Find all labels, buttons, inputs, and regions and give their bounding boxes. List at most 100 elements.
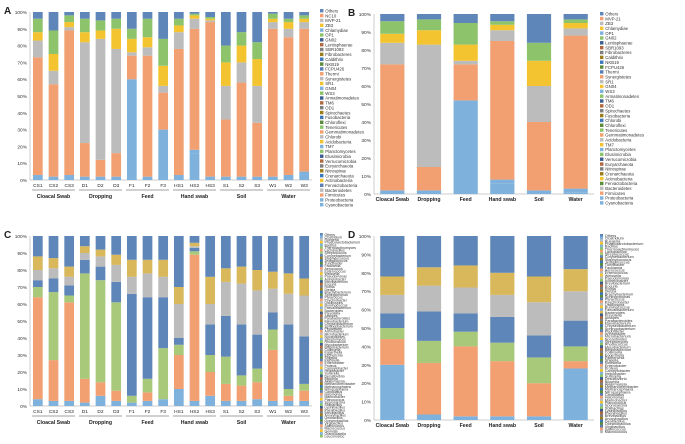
- legend-label: Helicobacter: [325, 369, 345, 373]
- legend-label: Phascolarctobacterium: [325, 241, 361, 245]
- legend-swatch: [320, 314, 323, 318]
- legend-swatch: [320, 76, 324, 81]
- x-tick-label: HS2: [190, 409, 200, 415]
- legend-swatch: [600, 308, 604, 312]
- y-tick-label: 70%: [361, 66, 371, 72]
- legend-label: Acinetobacter: [325, 277, 347, 281]
- bar-segment-lactobacillus: [416, 362, 442, 415]
- legend-label: Brevibacterium: [325, 280, 348, 284]
- bar-segment-bacteroides: [142, 259, 153, 274]
- legend-label: Staphylococcus: [325, 256, 350, 260]
- legend-label: Ruminococcus: [605, 306, 630, 310]
- legend-swatch: [600, 273, 604, 277]
- bar-segment-clostridium: [205, 395, 216, 406]
- bar-segment-clostridium: [236, 400, 247, 406]
- legend-swatch: [320, 277, 323, 281]
- legend-label: Pedobacter: [605, 329, 625, 333]
- legend-label: Desulfovibrio: [325, 374, 345, 378]
- bar-segment-bacteroides: [220, 268, 231, 282]
- legend-label: Chlamydiae: [325, 28, 348, 33]
- legend-label: OD1: [325, 105, 334, 110]
- legend-label: Crenarchaeota: [325, 173, 354, 178]
- x-tick-label: CS2: [49, 183, 59, 189]
- legend-label: Candidatus: [605, 393, 624, 397]
- bar-segment-pseudomonas: [126, 276, 137, 294]
- bar-segment-bacteroidetes: [380, 42, 405, 65]
- x-tick-label: S2: [239, 409, 245, 415]
- legend-swatch: [600, 113, 604, 118]
- bar-segment-proteobacteria: [173, 174, 184, 180]
- legend-swatch: [600, 75, 604, 79]
- bar-segment-bacteroides: [205, 276, 216, 304]
- bar-segment-others: [526, 236, 552, 277]
- legend-swatch: [320, 261, 323, 265]
- bar-segment-others: [205, 236, 216, 277]
- bar-segment-clostridium: [64, 400, 75, 406]
- legend-swatch: [320, 243, 323, 247]
- legend-label: Geobacillus: [605, 420, 625, 424]
- bar-segment-pseudomonas: [142, 273, 153, 298]
- legend-label: Paracoccus: [605, 298, 625, 302]
- bar-segment-lactobacillus: [252, 382, 263, 400]
- legend-label: MVP-21: [605, 16, 621, 21]
- bar-segment-tenericutes: [189, 13, 200, 16]
- y-tick-label: 100%: [359, 234, 372, 240]
- legend-swatch: [600, 152, 604, 157]
- y-tick-label: 50%: [361, 326, 371, 332]
- bar-segment-pseudomonas: [220, 281, 231, 316]
- legend-swatch: [600, 133, 604, 137]
- legend-label: Lentisphaerae: [325, 42, 353, 47]
- bar-segment-streptococcus: [490, 342, 515, 362]
- bar-segment-bacteroides: [416, 267, 442, 286]
- bar-segment-streptococcus: [64, 295, 75, 303]
- legend-swatch: [600, 167, 604, 171]
- legend-swatch: [600, 79, 604, 84]
- legend-swatch: [320, 9, 324, 13]
- bar-segment-tenericutes: [490, 21, 515, 25]
- bar-segment-bacteroidetes: [95, 38, 106, 160]
- bar-segment-firmicutes: [490, 41, 515, 180]
- y-tick-label: 10%: [361, 174, 371, 180]
- bar-segment-proteobacteria: [79, 176, 90, 180]
- legend-swatch: [600, 302, 604, 306]
- legend-label: Dietzia: [325, 288, 336, 292]
- legend-swatch: [600, 321, 604, 325]
- legend-label: Spirochaetes: [325, 110, 350, 115]
- legend-label: Bacteroidetes: [325, 188, 351, 193]
- bar-segment-bacteroidetes: [220, 85, 231, 120]
- bar-segment-clostridium: [299, 400, 310, 406]
- bar-segment-others: [142, 236, 153, 260]
- x-tick-label: W2: [285, 183, 293, 189]
- legend-label: FCPU426: [605, 65, 624, 70]
- legend-swatch: [600, 263, 604, 267]
- legend-swatch: [320, 361, 323, 365]
- legend-swatch: [320, 308, 323, 312]
- bar-segment-firmicutes: [32, 57, 43, 175]
- y-tick-label: 60%: [361, 308, 371, 314]
- bar-segment-corynebacterium: [64, 285, 75, 296]
- legend-swatch: [320, 72, 324, 76]
- bar-segment-proteobacteria: [64, 174, 75, 180]
- bar-segment-clostridium: [142, 400, 153, 406]
- legend-label: Anoxybacillus: [605, 417, 628, 421]
- group-label: Feed: [141, 194, 153, 200]
- legend-label: Paenibacillus: [325, 408, 346, 412]
- legend-swatch: [320, 322, 323, 325]
- legend-label: OD1: [605, 104, 614, 109]
- legend-swatch: [320, 319, 323, 323]
- bar-segment-actinobacteria: [32, 32, 43, 41]
- bar-segment-pseudomonas: [48, 268, 59, 279]
- legend-label: Armatimonadetes: [605, 94, 639, 99]
- legend-label: Bacteroides: [325, 309, 344, 313]
- legend-swatch: [600, 385, 604, 389]
- legend-label: Corynebacterium: [605, 255, 634, 259]
- legend-swatch: [600, 419, 604, 423]
- legend-label: Brachybacterium: [605, 292, 634, 296]
- legend-label: Akkermansia: [605, 382, 628, 386]
- bar-segment-lactobacillus: [111, 390, 122, 401]
- legend-swatch: [600, 289, 604, 293]
- legend-label: Turicibacter: [605, 263, 625, 267]
- legend-swatch: [600, 377, 604, 381]
- legend-label: Chloroflexi: [605, 123, 625, 128]
